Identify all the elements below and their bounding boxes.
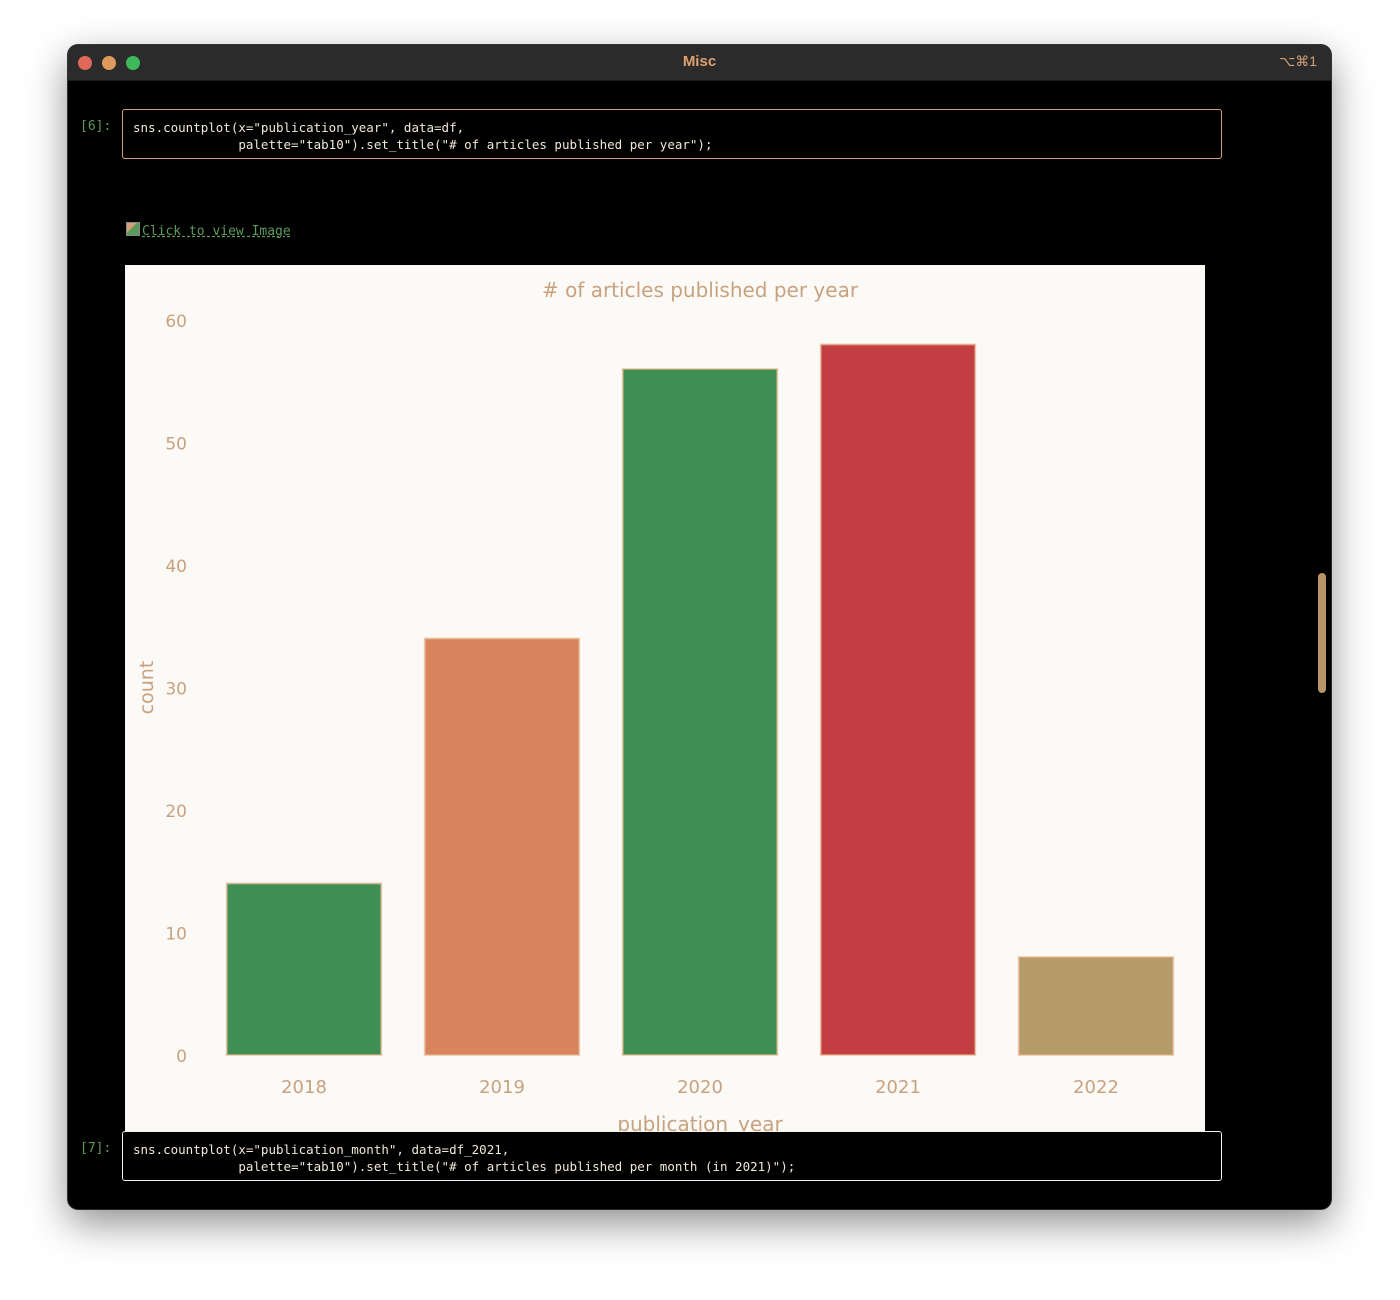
bar-2021	[819, 343, 977, 1056]
view-image-link[interactable]: Click to view Image	[126, 222, 291, 239]
broken-image-icon	[126, 222, 140, 236]
code-cell[interactable]: sns.countplot(x="publication_year", data…	[122, 109, 1222, 159]
y-tick-label: 20	[165, 802, 187, 822]
cell-prompt: [6]:	[80, 119, 112, 134]
y-tick-label: 0	[176, 1047, 187, 1067]
scrollbar[interactable]	[1318, 573, 1326, 693]
x-tick-label: 2021	[875, 1077, 921, 1098]
close-window-button[interactable]	[78, 56, 92, 70]
y-tick-label: 40	[165, 557, 187, 577]
code-cell[interactable]: sns.countplot(x="publication_month", dat…	[122, 1131, 1222, 1181]
x-tick-label: 2018	[281, 1077, 327, 1098]
y-tick-label: 30	[165, 680, 187, 700]
y-tick-label: 60	[165, 312, 187, 332]
y-tick-label: 10	[165, 925, 187, 945]
minimize-window-button[interactable]	[102, 56, 116, 70]
chart-output: # of articles published per year 0 10 20 30 4…	[125, 265, 1205, 1150]
y-tick-label: 50	[165, 435, 187, 455]
bar-2022	[1017, 956, 1175, 1056]
notebook-content: [6]: sns.countplot(x="publication_year",…	[68, 81, 1331, 1209]
maximize-window-button[interactable]	[126, 56, 140, 70]
x-tick-label: 2022	[1073, 1077, 1119, 1098]
cell-prompt: [7]:	[80, 1141, 112, 1156]
bar-2019	[423, 637, 581, 1056]
chart-title: # of articles published per year	[542, 278, 859, 302]
notebook-window: Misc ⌥⌘1 [6]: sns.countplot(x="publicati…	[68, 45, 1331, 1209]
window-shortcut: ⌥⌘1	[1279, 53, 1317, 69]
bar-chart: # of articles published per year 0 10 20 30 4…	[136, 278, 1175, 1136]
y-axis-label: count	[136, 661, 158, 715]
x-tick-label: 2020	[677, 1077, 723, 1098]
window-title: Misc	[682, 53, 717, 70]
title-bar: Misc ⌥⌘1	[68, 45, 1331, 81]
view-image-label: Click to view Image	[142, 224, 291, 239]
bar-2018	[225, 882, 383, 1056]
x-tick-label: 2019	[479, 1077, 525, 1098]
bar-2020	[621, 368, 779, 1056]
